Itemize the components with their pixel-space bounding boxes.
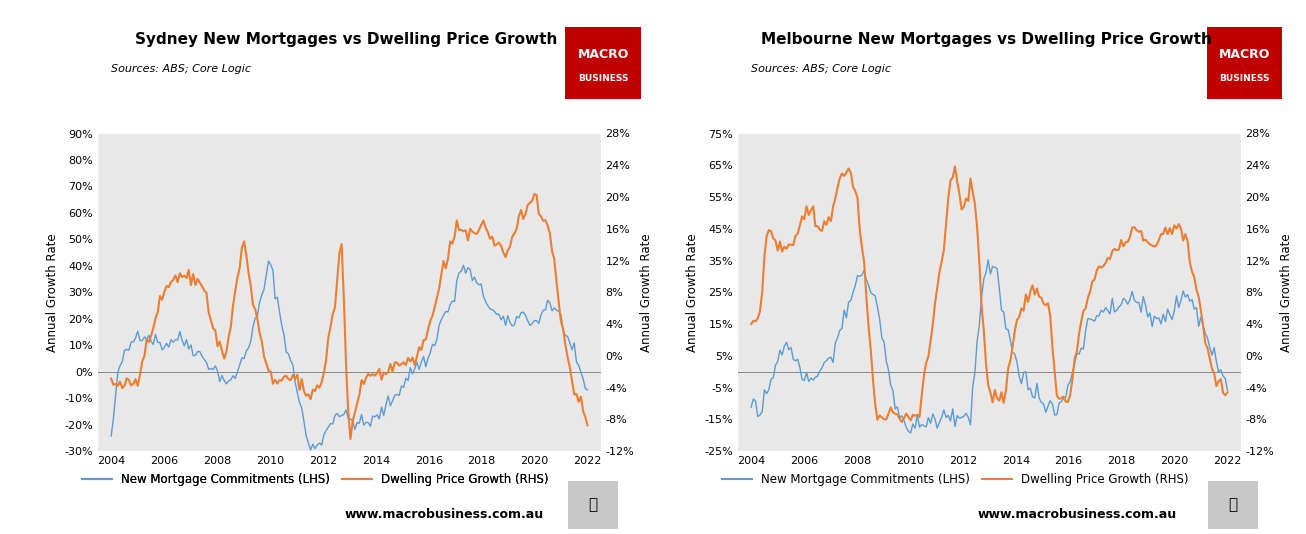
Y-axis label: Annual Growth Rate: Annual Growth Rate xyxy=(640,233,653,352)
Text: Melbourne New Mortgages vs Dwelling Price Growth: Melbourne New Mortgages vs Dwelling Pric… xyxy=(760,32,1212,47)
Y-axis label: Annual Growth Rate: Annual Growth Rate xyxy=(686,233,699,352)
Legend: New Mortgage Commitments (LHS), Dwelling Price Growth (RHS): New Mortgage Commitments (LHS), Dwelling… xyxy=(78,468,554,491)
Y-axis label: Annual Growth Rate: Annual Growth Rate xyxy=(1280,233,1293,352)
Text: www.macrobusiness.com.au: www.macrobusiness.com.au xyxy=(345,508,543,521)
Text: BUSINESS: BUSINESS xyxy=(579,74,628,83)
Legend: New Mortgage Commitments (LHS), Dwelling Price Growth (RHS): New Mortgage Commitments (LHS), Dwelling… xyxy=(718,468,1194,491)
Text: Sources: ABS; Core Logic: Sources: ABS; Core Logic xyxy=(111,64,251,74)
Text: 🐺: 🐺 xyxy=(589,497,597,512)
Text: www.macrobusiness.com.au: www.macrobusiness.com.au xyxy=(978,508,1177,521)
Text: BUSINESS: BUSINESS xyxy=(1220,74,1269,83)
Text: 🐺: 🐺 xyxy=(1229,497,1237,512)
Text: MACRO: MACRO xyxy=(1218,48,1271,60)
Y-axis label: Annual Growth Rate: Annual Growth Rate xyxy=(46,233,59,352)
Text: MACRO: MACRO xyxy=(577,48,629,60)
Text: Sydney New Mortgages vs Dwelling Price Growth: Sydney New Mortgages vs Dwelling Price G… xyxy=(135,32,558,47)
Text: Sources: ABS; Core Logic: Sources: ABS; Core Logic xyxy=(751,64,891,74)
